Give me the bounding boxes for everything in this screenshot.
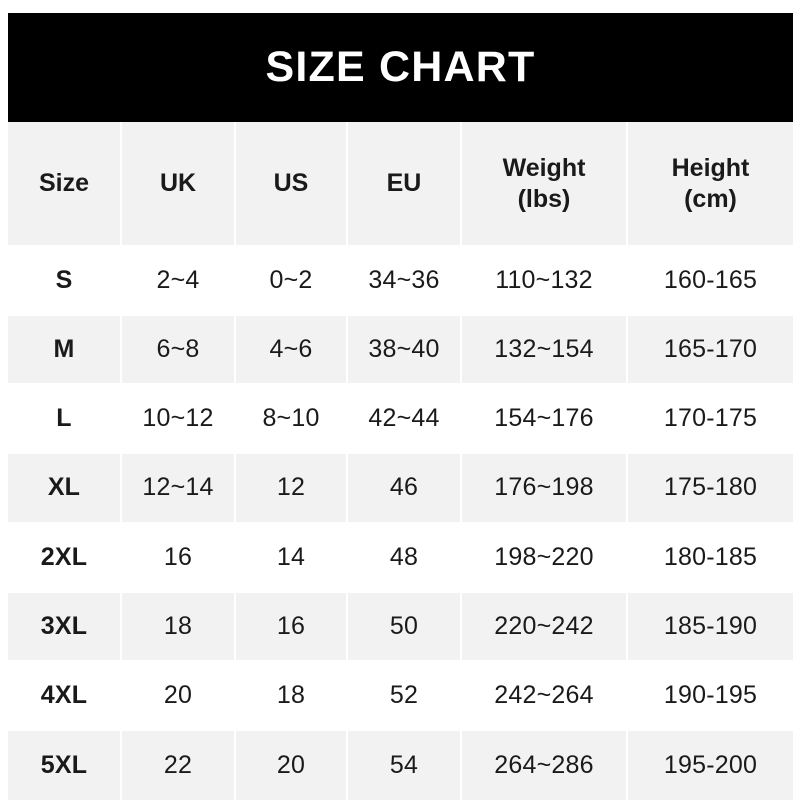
table-row: 5XL 22 20 54 264~286 195-200 xyxy=(8,730,793,800)
cell-us: 12 xyxy=(236,454,348,524)
table-row: 4XL 20 18 52 242~264 190-195 xyxy=(8,661,793,731)
column-header-uk-label: UK xyxy=(159,169,197,198)
cell-size: 2XL xyxy=(8,523,122,593)
column-header-height: Height (cm) xyxy=(628,122,793,247)
cell-us: 4~6 xyxy=(236,316,348,386)
cell-height: 160-165 xyxy=(628,247,793,317)
cell-eu: 52 xyxy=(348,661,462,731)
cell-us: 16 xyxy=(236,592,348,662)
table-row: 2XL 16 14 48 198~220 180-185 xyxy=(8,523,793,593)
cell-weight: 198~220 xyxy=(462,523,628,593)
cell-eu: 42~44 xyxy=(348,385,462,455)
cell-eu: 54 xyxy=(348,730,462,800)
cell-uk: 6~8 xyxy=(122,316,236,386)
cell-eu: 46 xyxy=(348,454,462,524)
cell-uk: 20 xyxy=(122,661,236,731)
cell-uk: 10~12 xyxy=(122,385,236,455)
cell-weight: 264~286 xyxy=(462,730,628,800)
table-header-row: Size UK US EU Weight (lbs) Height (cm) xyxy=(8,122,793,247)
cell-height: 180-185 xyxy=(628,523,793,593)
table-body: S 2~4 0~2 34~36 110~132 160-165 M 6~8 4~… xyxy=(8,247,793,800)
cell-size: S xyxy=(8,247,122,317)
cell-eu: 48 xyxy=(348,523,462,593)
column-header-height-unit: (cm) xyxy=(684,184,737,213)
cell-height: 165-170 xyxy=(628,316,793,386)
cell-weight: 242~264 xyxy=(462,661,628,731)
chart-banner: SIZE CHART xyxy=(8,13,793,122)
cell-uk: 12~14 xyxy=(122,454,236,524)
column-header-weight-label: Weight xyxy=(502,154,586,182)
cell-size: XL xyxy=(8,454,122,524)
column-header-size-label: Size xyxy=(38,169,90,198)
table-row: L 10~12 8~10 42~44 154~176 170-175 xyxy=(8,385,793,455)
table-row: 3XL 18 16 50 220~242 185-190 xyxy=(8,592,793,662)
cell-height: 190-195 xyxy=(628,661,793,731)
cell-weight: 154~176 xyxy=(462,385,628,455)
cell-weight: 132~154 xyxy=(462,316,628,386)
column-header-uk: UK xyxy=(122,122,236,247)
cell-us: 8~10 xyxy=(236,385,348,455)
cell-size: M xyxy=(8,316,122,386)
column-header-weight-unit: (lbs) xyxy=(517,184,571,213)
cell-uk: 22 xyxy=(122,730,236,800)
column-header-us: US xyxy=(236,122,348,247)
table-row: S 2~4 0~2 34~36 110~132 160-165 xyxy=(8,247,793,317)
cell-height: 195-200 xyxy=(628,730,793,800)
cell-eu: 34~36 xyxy=(348,247,462,317)
cell-height: 185-190 xyxy=(628,592,793,662)
cell-us: 0~2 xyxy=(236,247,348,317)
table-header: Size UK US EU Weight (lbs) Height (cm) xyxy=(8,122,793,247)
column-header-size: Size xyxy=(8,122,122,247)
cell-size: 4XL xyxy=(8,661,122,731)
cell-eu: 50 xyxy=(348,592,462,662)
column-header-weight: Weight (lbs) xyxy=(462,122,628,247)
cell-height: 170-175 xyxy=(628,385,793,455)
column-header-us-label: US xyxy=(273,169,309,198)
page-title: SIZE CHART xyxy=(265,43,536,91)
table-row: M 6~8 4~6 38~40 132~154 165-170 xyxy=(8,316,793,386)
cell-size: 5XL xyxy=(8,730,122,800)
cell-size: 3XL xyxy=(8,592,122,662)
column-header-height-label: Height xyxy=(671,154,750,182)
cell-us: 14 xyxy=(236,523,348,593)
cell-weight: 220~242 xyxy=(462,592,628,662)
cell-weight: 176~198 xyxy=(462,454,628,524)
cell-uk: 2~4 xyxy=(122,247,236,317)
column-header-eu-label: EU xyxy=(386,169,422,198)
cell-size: L xyxy=(8,385,122,455)
cell-height: 175-180 xyxy=(628,454,793,524)
table-row: XL 12~14 12 46 176~198 175-180 xyxy=(8,454,793,524)
cell-us: 18 xyxy=(236,661,348,731)
size-chart-table: Size UK US EU Weight (lbs) Height (cm) xyxy=(8,122,793,800)
cell-uk: 18 xyxy=(122,592,236,662)
cell-weight: 110~132 xyxy=(462,247,628,317)
cell-us: 20 xyxy=(236,730,348,800)
column-header-eu: EU xyxy=(348,122,462,247)
cell-eu: 38~40 xyxy=(348,316,462,386)
cell-uk: 16 xyxy=(122,523,236,593)
